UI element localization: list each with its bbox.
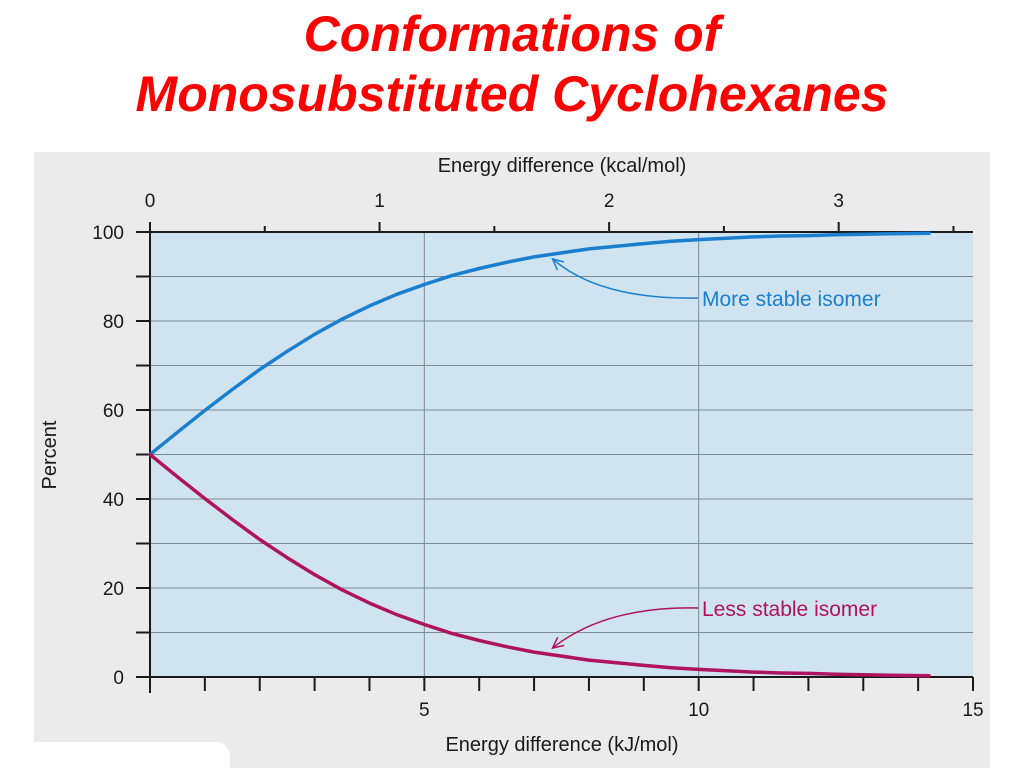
y-tick-label: 80 (103, 312, 124, 333)
annotation-leader (552, 258, 699, 299)
slide-title: Conformations of Monosubstituted Cyclohe… (0, 4, 1024, 124)
x-tick-label-top: 3 (833, 191, 844, 212)
axes (136, 222, 974, 693)
slide-title-line-1: Conformations of (303, 6, 721, 62)
less-stable-isomer-label: Less stable isomer (702, 598, 877, 621)
x-tick-label-top: 2 (604, 191, 615, 212)
slide-title-line-2: Monosubstituted Cyclohexanes (135, 66, 889, 122)
x-tick-label-top: 1 (374, 191, 385, 212)
annotation-arrowhead (551, 636, 565, 650)
y-tick-label: 60 (103, 401, 124, 422)
x-tick-label-top: 0 (145, 191, 156, 212)
series-lines (148, 231, 931, 678)
y-axis-title: Percent (39, 420, 61, 489)
x-tick-label-bottom: 10 (688, 700, 709, 721)
figure-corner-mask (34, 742, 230, 768)
y-tick-label: 100 (92, 223, 124, 244)
more-stable-isomer-line (148, 231, 931, 457)
x-tick-label-bottom: 5 (419, 700, 430, 721)
y-tick-label: 20 (103, 579, 124, 600)
tick-labels: 0 20 40 60 80 100 5 10 15 0 1 2 3 (92, 191, 983, 721)
grid-lines (150, 232, 973, 677)
y-tick-label: 0 (113, 668, 124, 689)
x-axis-title-top: Energy difference (kcal/mol) (438, 155, 687, 177)
more-stable-isomer-label: More stable isomer (702, 288, 881, 311)
x-tick-label-bottom: 15 (962, 700, 983, 721)
less-stable-isomer-line (148, 452, 931, 678)
annotation-arrowhead (551, 257, 565, 271)
annotations: More stable isomer Less stable isomer (551, 257, 881, 650)
y-tick-label: 40 (103, 490, 124, 511)
annotation-leader (552, 607, 699, 649)
x-axis-title-bottom: Energy difference (kJ/mol) (445, 734, 678, 756)
